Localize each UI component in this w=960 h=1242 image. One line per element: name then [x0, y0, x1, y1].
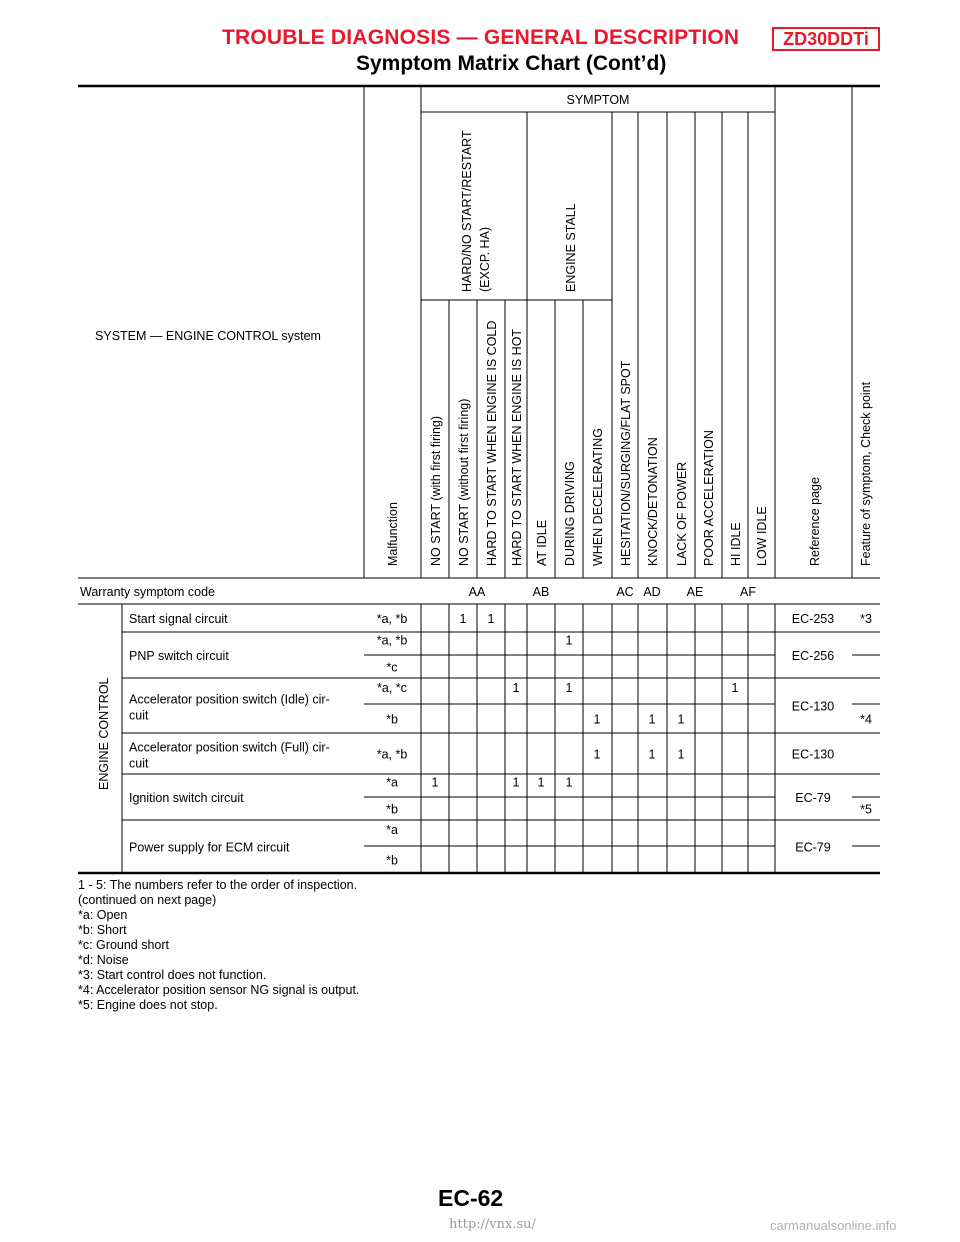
system-name: Accelerator position switch (Full) cir-	[129, 741, 330, 755]
inspection-order-mark: 1	[538, 776, 545, 790]
malfunction-code: *b	[386, 713, 398, 727]
reference-page: EC-79	[795, 791, 830, 805]
system-name: Ignition switch circuit	[129, 791, 244, 805]
malfunction-code: *a, *b	[377, 748, 408, 762]
note-5: *c: Ground short	[78, 938, 170, 952]
inspection-order-mark: 1	[594, 713, 601, 727]
inspection-order-mark: 1	[732, 681, 739, 695]
reference-page: EC-79	[795, 841, 830, 855]
symptom-column-header: LACK OF POWER	[675, 462, 689, 566]
inspection-order-mark: 1	[488, 612, 495, 626]
symptom-matrix-table: SYSTEM — ENGINE CONTROL system SYMPTOM M…	[78, 84, 880, 875]
inspection-order-mark: 1	[566, 634, 573, 648]
inspection-order-mark: 1	[594, 748, 601, 762]
symptom-label: SYMPTOM	[567, 93, 630, 107]
symptom-column-header: HESITATION/SURGING/FLAT SPOT	[619, 360, 633, 566]
system-label: SYSTEM — ENGINE CONTROL system	[95, 329, 321, 343]
feature-note: *3	[860, 612, 872, 626]
warranty-label: Warranty symptom code	[80, 585, 215, 599]
watermark: carmanualsonline.info	[770, 1218, 897, 1233]
malfunction-code: *a	[386, 823, 398, 837]
inspection-order-mark: 1	[460, 612, 467, 626]
symptom-column-header: NO START (without first firing)	[457, 399, 471, 566]
source-url-link[interactable]: http://vnx.su/	[449, 1217, 536, 1232]
symptom-column-header: HARD TO START WHEN ENGINE IS HOT	[510, 329, 524, 566]
warranty-code: AE	[687, 585, 704, 599]
category-label: ENGINE CONTROL	[97, 677, 111, 790]
inspection-order-mark: 1	[432, 776, 439, 790]
reference-header: Reference page	[808, 477, 822, 566]
warranty-code: AA	[469, 585, 486, 599]
note-4: *b: Short	[78, 923, 127, 937]
system-name: Accelerator position switch (Idle) cir-	[129, 693, 330, 707]
group-hard-start-line1: HARD/NO START/RESTART	[460, 130, 474, 292]
page-number: EC-62	[438, 1185, 504, 1211]
symptom-column-header: POOR ACCELERATION	[702, 430, 716, 566]
note-9: *5: Engine does not stop.	[78, 998, 218, 1012]
inspection-order-mark: 1	[566, 681, 573, 695]
inspection-order-mark: 1	[649, 748, 656, 762]
symptom-column-header: WHEN DECELERATING	[591, 428, 605, 566]
inspection-order-mark: 1	[566, 776, 573, 790]
note-7: *3: Start control does not function.	[78, 968, 267, 982]
feature-header: Feature of symptom, Check point	[859, 381, 873, 566]
reference-page: EC-130	[792, 700, 834, 714]
system-name: Start signal circuit	[129, 612, 228, 626]
group-hard-start-line2: (EXCP. HA)	[478, 227, 492, 292]
warranty-code: AD	[643, 585, 660, 599]
system-name: Power supply for ECM circuit	[129, 841, 290, 855]
system-name: cuit	[129, 757, 149, 771]
inspection-order-mark: 1	[678, 748, 685, 762]
malfunction-code: *c	[386, 661, 397, 675]
inspection-order-mark: 1	[678, 713, 685, 727]
note-8: *4: Accelerator position sensor NG signa…	[78, 983, 360, 997]
symptom-column-header: LOW IDLE	[755, 506, 769, 566]
engine-code-badge: ZD30DDTi	[772, 27, 880, 51]
reference-page: EC-253	[792, 612, 834, 626]
malfunction-header: Malfunction	[386, 502, 400, 566]
malfunction-code: *a	[386, 776, 398, 790]
inspection-order-mark: 1	[649, 713, 656, 727]
warranty-code: AB	[533, 585, 550, 599]
system-name: PNP switch circuit	[129, 649, 229, 663]
symptom-column-header: HARD TO START WHEN ENGINE IS COLD	[485, 321, 499, 566]
malfunction-code: *b	[386, 854, 398, 868]
note-3: *a: Open	[78, 908, 128, 922]
note-6: *d: Noise	[78, 953, 129, 967]
inspection-order-mark: 1	[513, 681, 520, 695]
warranty-code: AF	[740, 585, 756, 599]
feature-note: *5	[860, 803, 872, 817]
reference-page: EC-130	[792, 748, 834, 762]
malfunction-code: *a, *b	[377, 634, 408, 648]
symptom-column-header: HI IDLE	[729, 522, 743, 566]
inspection-order-mark: 1	[513, 776, 520, 790]
system-name: cuit	[129, 709, 149, 723]
note-1: 1 - 5: The numbers refer to the order of…	[78, 878, 358, 892]
malfunction-code: *b	[386, 803, 398, 817]
symptom-column-header: NO START (with first firing)	[429, 416, 443, 566]
group-engine-stall: ENGINE STALL	[564, 203, 578, 292]
warranty-code: AC	[616, 585, 633, 599]
note-2: (continued on next page)	[78, 893, 217, 907]
symptom-column-header: DURING DRIVING	[563, 461, 577, 566]
feature-note: *4	[860, 713, 872, 727]
malfunction-code: *a, *c	[377, 681, 407, 695]
section-title: TROUBLE DIAGNOSIS — GENERAL DESCRIPTION	[222, 26, 740, 49]
reference-page: EC-256	[792, 649, 834, 663]
symptom-column-header: AT IDLE	[535, 520, 549, 566]
page-subtitle: Symptom Matrix Chart (Cont’d)	[356, 52, 667, 75]
malfunction-code: *a, *b	[377, 612, 408, 626]
symptom-column-header: KNOCK/DETONATION	[646, 437, 660, 566]
